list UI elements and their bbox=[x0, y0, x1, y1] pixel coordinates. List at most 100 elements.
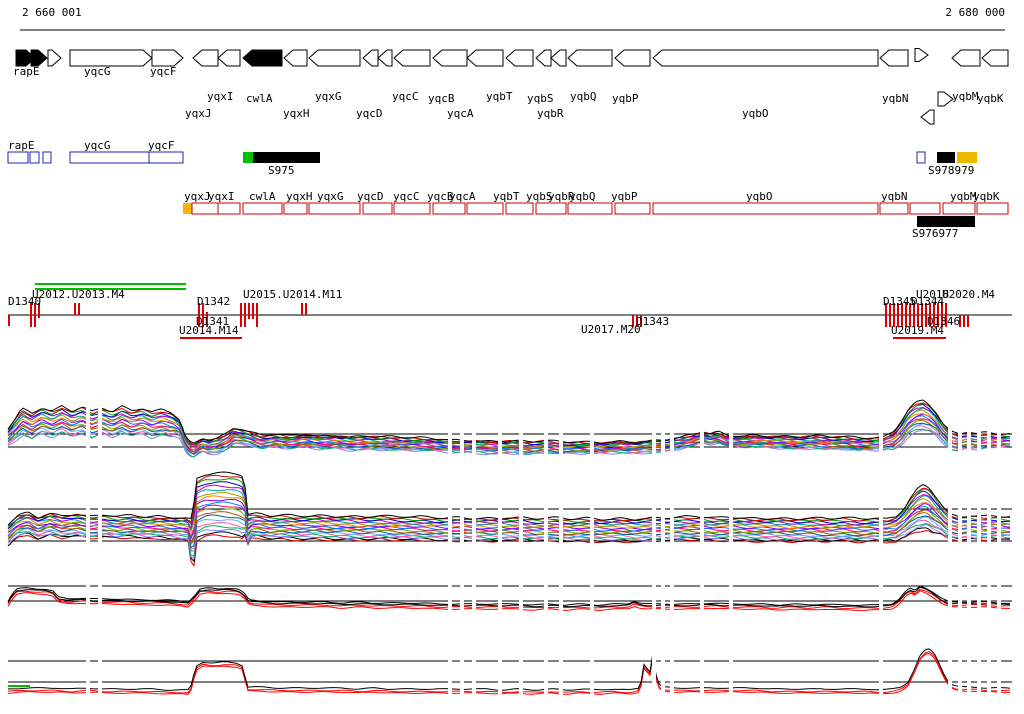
probe-gap bbox=[98, 398, 102, 470]
probe-gap bbox=[519, 398, 523, 470]
signal-trace bbox=[7, 499, 1011, 539]
operon-box[interactable] bbox=[69, 151, 150, 164]
gene-arrow-yqcD-2[interactable] bbox=[377, 49, 393, 67]
gene-arrow-yqcD-1[interactable] bbox=[362, 49, 379, 67]
amplicon-box[interactable] bbox=[505, 202, 534, 215]
signal-trace bbox=[8, 648, 1011, 691]
gene-arrow-small-2[interactable] bbox=[914, 48, 929, 62]
gene-arrow-yqbO[interactable] bbox=[652, 49, 879, 67]
gene-arrow-rapE-2[interactable] bbox=[30, 49, 48, 67]
probe-gap bbox=[448, 472, 452, 560]
amplicon-box[interactable] bbox=[535, 202, 567, 215]
segment-box-S976977[interactable] bbox=[917, 216, 975, 227]
amplicon-box[interactable] bbox=[942, 202, 976, 215]
probe-gap bbox=[590, 636, 594, 712]
amplicon-box[interactable] bbox=[362, 202, 393, 215]
probe-gap bbox=[670, 472, 674, 560]
probe-gap bbox=[661, 472, 665, 560]
gene-arrow-yqbP[interactable] bbox=[614, 49, 651, 67]
probe-gap bbox=[652, 636, 656, 712]
amplicon-box[interactable] bbox=[191, 202, 219, 215]
gene-arrow-yqbM[interactable] bbox=[951, 49, 981, 67]
probe-label-U2020.M4: U2020.M4 bbox=[942, 288, 995, 301]
amplicon-box[interactable] bbox=[393, 202, 431, 215]
segment-box-right-blue[interactable] bbox=[916, 151, 926, 164]
segment-box-S975-black[interactable] bbox=[253, 152, 320, 163]
operon-label-yqcG: yqcG bbox=[84, 139, 111, 152]
signal-trace bbox=[7, 511, 1011, 546]
gene-arrow-yqxH[interactable] bbox=[283, 49, 308, 67]
gene-label-yqbS: yqbS bbox=[527, 92, 554, 105]
probe-label-U2012.U2013.M4: U2012.U2013.M4 bbox=[32, 288, 125, 301]
gene-label-yqxG: yqxG bbox=[315, 90, 342, 103]
gene-arrow-yqcF[interactable] bbox=[151, 49, 184, 67]
operon-track: rapE yqcG yqcF bbox=[7, 139, 184, 164]
operon-box[interactable] bbox=[7, 151, 29, 164]
segment-box-right-gold[interactable] bbox=[957, 152, 977, 163]
gene-label-yqbN: yqbN bbox=[882, 92, 909, 105]
gene-label-yqbK: yqbK bbox=[977, 92, 1004, 105]
gene-arrow-yqxG[interactable] bbox=[308, 49, 361, 67]
probe-gap bbox=[958, 472, 962, 560]
gene-arrow-yqxJ[interactable] bbox=[192, 49, 219, 67]
gene-arrow-yqcG[interactable] bbox=[69, 49, 153, 67]
gene-arrow-yqbT[interactable] bbox=[505, 49, 534, 67]
ruler-end-coordinate: 2 680 000 bbox=[945, 6, 1005, 19]
amplicon-box[interactable] bbox=[909, 202, 941, 215]
probe-gap bbox=[661, 398, 665, 470]
operon-box[interactable] bbox=[42, 151, 52, 164]
probe-gap bbox=[498, 566, 502, 630]
expression-panel-2 bbox=[7, 471, 1012, 567]
amplicon-box[interactable] bbox=[652, 202, 879, 215]
gene-arrow-small-4[interactable] bbox=[920, 109, 935, 125]
ratio-panel-1 bbox=[7, 585, 1012, 611]
probe-gap bbox=[460, 636, 464, 712]
amplicon-label-yqbO: yqbO bbox=[746, 190, 773, 203]
amplicon-label-yqbS: yqbS bbox=[526, 190, 553, 203]
gene-arrow-yqxI[interactable] bbox=[217, 49, 241, 67]
amplicon-box[interactable] bbox=[308, 202, 361, 215]
segment-box-right-black[interactable] bbox=[937, 152, 955, 163]
gene-arrow-yqcB[interactable] bbox=[432, 49, 468, 67]
gene-arrow-cwlA[interactable] bbox=[242, 49, 283, 67]
probe-gap bbox=[472, 566, 476, 630]
probe-gap bbox=[544, 472, 548, 560]
gene-arrow-yqbN[interactable] bbox=[879, 49, 909, 67]
gene-arrow-small-1[interactable] bbox=[47, 49, 62, 67]
amplicon-box[interactable] bbox=[283, 202, 308, 215]
gene-arrow-yqcA[interactable] bbox=[466, 49, 504, 67]
amplicon-box[interactable] bbox=[976, 202, 1009, 215]
gene-arrow-small-3[interactable] bbox=[937, 91, 954, 107]
amplicon-label-yqxG: yqxG bbox=[317, 190, 344, 203]
gene-arrow-yqbR[interactable] bbox=[550, 49, 567, 67]
probe-gap bbox=[448, 398, 452, 470]
probe-gap bbox=[729, 636, 733, 712]
probe-gap bbox=[879, 398, 883, 470]
gene-arrow-yqbK[interactable] bbox=[981, 49, 1009, 67]
probe-gap bbox=[967, 566, 971, 630]
probe-gap bbox=[559, 472, 563, 560]
amplicon-label-yqxH: yqxH bbox=[286, 190, 313, 203]
amplicon-box[interactable] bbox=[217, 202, 241, 215]
probe-gap bbox=[661, 636, 665, 712]
probe-label-U2015.U2014.M11: U2015.U2014.M11 bbox=[243, 288, 342, 301]
probe-gap bbox=[987, 398, 991, 470]
signal-trace bbox=[7, 588, 1011, 609]
amplicon-box[interactable] bbox=[466, 202, 504, 215]
signal-trace bbox=[7, 399, 1011, 444]
amplicon-box[interactable] bbox=[567, 202, 613, 215]
amplicon-label-yqcC: yqcC bbox=[393, 190, 420, 203]
signal-trace bbox=[7, 489, 1011, 532]
operon-box[interactable] bbox=[148, 151, 184, 164]
operon-label-rapE: rapE bbox=[8, 139, 35, 152]
amplicon-box[interactable] bbox=[879, 202, 909, 215]
probe-gap bbox=[460, 472, 464, 560]
segment-box-S975-green[interactable] bbox=[243, 152, 253, 163]
gene-arrow-yqbQ[interactable] bbox=[567, 49, 613, 67]
amplicon-box[interactable] bbox=[614, 202, 651, 215]
gene-arrow-yqbS[interactable] bbox=[535, 49, 552, 67]
gene-arrow-yqcC[interactable] bbox=[393, 49, 431, 67]
operon-box[interactable] bbox=[29, 151, 40, 164]
amplicon-box[interactable] bbox=[242, 202, 283, 215]
amplicon-box[interactable] bbox=[432, 202, 466, 215]
